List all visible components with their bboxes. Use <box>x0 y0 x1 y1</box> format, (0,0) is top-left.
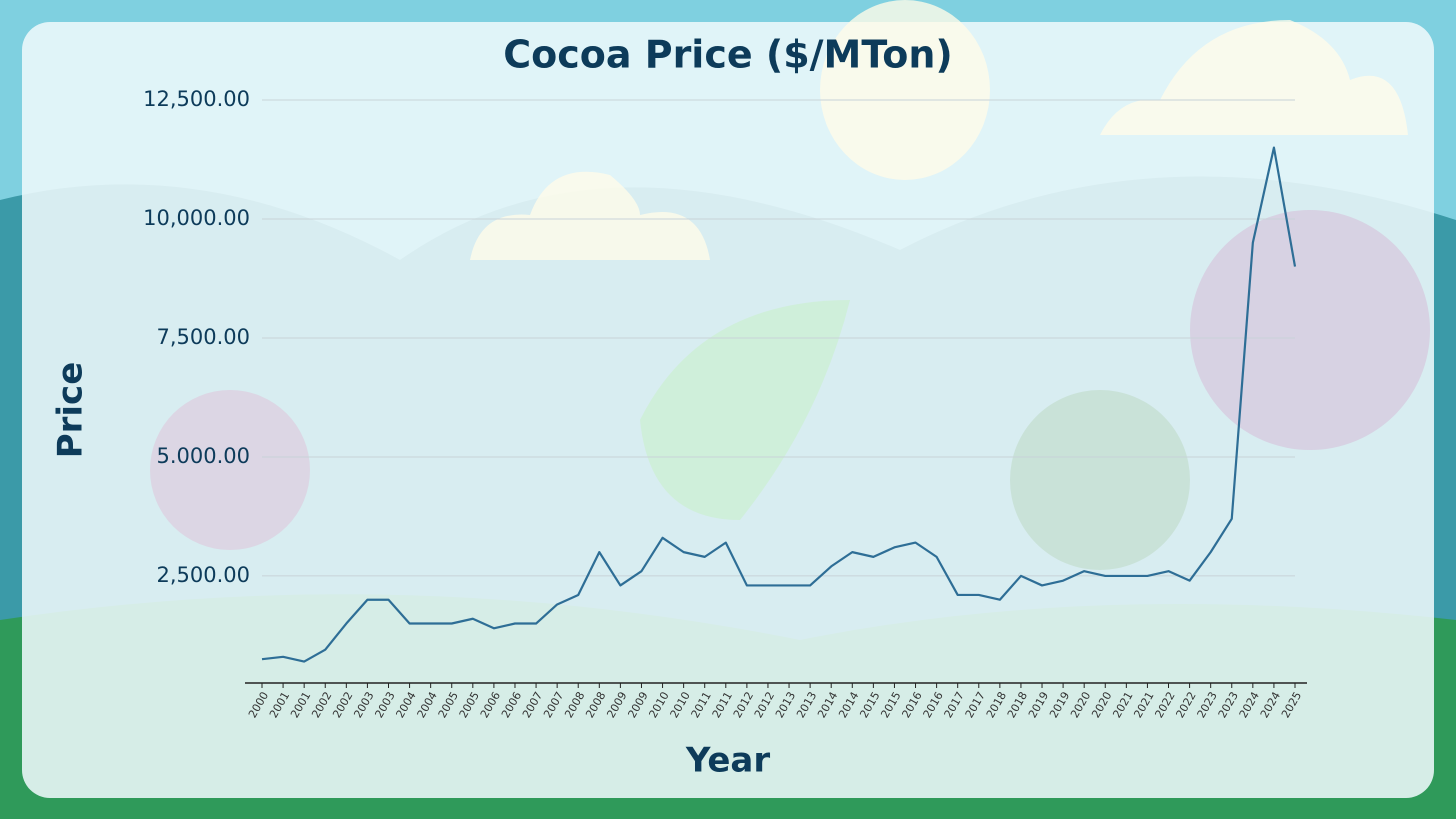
y-tick-label: 12,500.00 <box>143 87 250 111</box>
sun <box>820 0 990 180</box>
y-tick-label: 7,500.00 <box>156 325 250 349</box>
leaf <box>640 300 850 520</box>
cloud <box>470 171 710 260</box>
y-tick-label: 2,500.00 <box>156 563 250 587</box>
price-line <box>261 146 1297 663</box>
chart-title: Cocoa Price ($/MTon) <box>503 33 953 77</box>
tree <box>1010 390 1190 570</box>
tree <box>150 390 310 550</box>
tree <box>1190 210 1430 450</box>
x-axis-label: Year <box>685 741 771 781</box>
y-tick-label: 10,000.00 <box>143 206 250 230</box>
cloud <box>1100 20 1408 135</box>
y-axis-label: Price <box>51 362 91 459</box>
y-tick-label: 5.000.00 <box>156 444 250 468</box>
